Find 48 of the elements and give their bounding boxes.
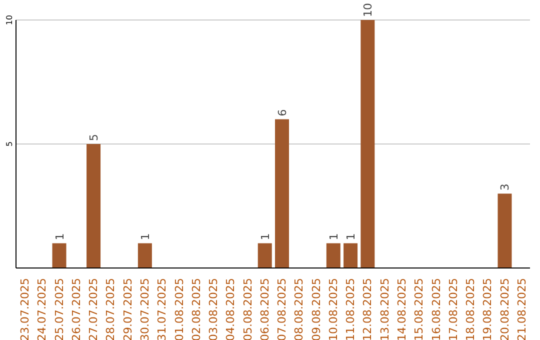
data-label: 1 bbox=[53, 233, 66, 240]
x-tick-label: 29.07.2025 bbox=[121, 278, 134, 340]
x-tick-label: 28.07.2025 bbox=[104, 278, 118, 340]
x-tick-label: 03.08.2025 bbox=[207, 278, 220, 340]
x-tick-label: 05.08.2025 bbox=[241, 278, 254, 340]
bar bbox=[326, 243, 340, 268]
bar bbox=[52, 243, 66, 268]
x-tick-label: 16.08.2025 bbox=[430, 278, 443, 340]
x-tick-label: 25.07.2025 bbox=[52, 278, 66, 340]
x-tick-label: 02.08.2025 bbox=[190, 278, 203, 340]
data-label: 1 bbox=[327, 233, 340, 240]
data-label: 1 bbox=[258, 233, 272, 240]
x-tick-label: 21.08.2025 bbox=[515, 278, 528, 340]
x-tick-label: 24.07.2025 bbox=[36, 278, 49, 340]
x-tick-label: 09.08.2025 bbox=[310, 278, 323, 340]
x-tick-label: 13.08.2025 bbox=[378, 278, 392, 340]
x-tick-label: 10.08.2025 bbox=[326, 278, 340, 340]
data-label: 1 bbox=[138, 233, 152, 240]
data-label: 10 bbox=[362, 3, 375, 17]
bar bbox=[258, 243, 272, 268]
x-tick-label: 14.08.2025 bbox=[396, 278, 408, 340]
x-tick-label: 31.07.2025 bbox=[156, 278, 169, 340]
bar bbox=[86, 144, 101, 268]
x-tick-label: 12.08.2025 bbox=[361, 278, 374, 340]
x-tick-label: 08.08.2025 bbox=[292, 278, 306, 340]
x-tick-label: 11.08.2025 bbox=[344, 278, 358, 340]
bar bbox=[344, 243, 358, 268]
x-tick-label: 17.08.2025 bbox=[446, 278, 460, 340]
bar bbox=[275, 119, 289, 268]
x-tick-label: 19.08.2025 bbox=[481, 278, 494, 340]
x-tick-label: 07.08.2025 bbox=[276, 278, 289, 340]
x-tick-label: 18.08.2025 bbox=[464, 278, 478, 340]
bar bbox=[138, 243, 152, 268]
data-label: 6 bbox=[276, 109, 289, 116]
x-tick-label: 15.08.2025 bbox=[412, 278, 426, 340]
x-tick-label: 20.08.2025 bbox=[498, 278, 512, 340]
x-tick-label: 26.07.2025 bbox=[70, 278, 83, 340]
x-tick-label: 06.08.2025 bbox=[258, 278, 272, 340]
x-tick-label: 27.07.2025 bbox=[87, 278, 100, 340]
bar bbox=[498, 194, 512, 268]
data-label: 5 bbox=[88, 134, 101, 141]
data-label: 1 bbox=[344, 233, 358, 240]
x-tick-label: 30.07.2025 bbox=[138, 278, 152, 340]
bar bbox=[360, 20, 375, 268]
x-tick-label: 04.08.2025 bbox=[224, 278, 238, 340]
x-tick-label: 23.07.2025 bbox=[18, 278, 32, 340]
data-label: 3 bbox=[498, 184, 512, 191]
x-tick-label: 01.08.2025 bbox=[172, 278, 186, 340]
